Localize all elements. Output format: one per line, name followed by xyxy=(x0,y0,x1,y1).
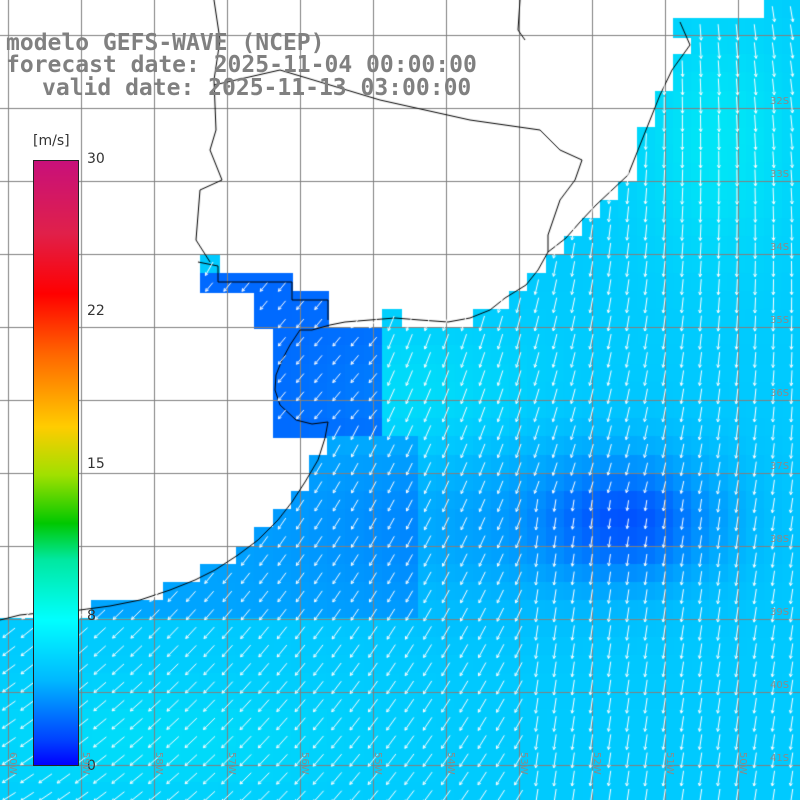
latitude-label: 34S xyxy=(770,242,790,253)
longitude-label: 50W xyxy=(737,752,748,775)
colorbar-tick-15: 15 xyxy=(87,456,105,472)
colorbar xyxy=(33,160,79,766)
colorbar-unit: [m/s] xyxy=(33,133,70,149)
latitude-label: 39S xyxy=(770,607,790,618)
latitude-label: 35S xyxy=(770,315,790,326)
longitude-label: 54W xyxy=(445,752,456,775)
longitude-label: 60W xyxy=(7,752,18,775)
longitude-label: 56W xyxy=(299,752,310,775)
colorbar-tick-8: 8 xyxy=(87,608,96,624)
latitude-label: 41S xyxy=(770,753,790,764)
latitude-label: 36S xyxy=(770,388,790,399)
model-title: modelo GEFS-WAVE (NCEP) xyxy=(6,30,325,56)
latitude-label: 38S xyxy=(770,534,790,545)
valid-date: valid date: 2025-11-13 03:00:00 xyxy=(42,75,472,101)
longitude-label: 55W xyxy=(372,752,383,775)
latitude-label: 37S xyxy=(770,461,790,472)
longitude-label: 53W xyxy=(518,752,529,775)
latitude-label: 40S xyxy=(770,680,790,691)
longitude-label: 57W xyxy=(226,752,237,775)
latitude-label: 32S xyxy=(770,96,790,107)
colorbar-tick-0: 0 xyxy=(87,758,96,774)
longitude-label: 59W xyxy=(80,752,91,775)
longitude-label: 51W xyxy=(664,752,675,775)
forecast-date: forecast date: 2025-11-04 00:00:00 xyxy=(6,52,477,78)
colorbar-tick-22: 22 xyxy=(87,303,105,319)
colorbar-tick-30: 30 xyxy=(87,151,105,167)
longitude-label: 58W xyxy=(153,752,164,775)
latitude-label: 33S xyxy=(770,169,790,180)
longitude-label: 52W xyxy=(591,752,602,775)
